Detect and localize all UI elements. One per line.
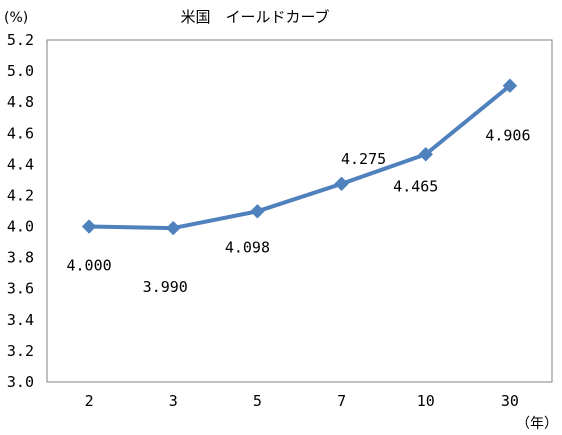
y-tick-label: 3.4 <box>7 311 34 329</box>
data-label: 3.990 <box>143 278 188 296</box>
x-axis-ticks: 2 3 5 7 10 30 <box>85 392 519 410</box>
data-point-marker <box>250 204 265 219</box>
y-tick-label: 4.0 <box>7 218 34 236</box>
series-group <box>81 78 518 236</box>
x-tick-label: 3 <box>169 392 178 410</box>
y-unit-label: (%) <box>4 10 28 26</box>
y-tick-label: 5.2 <box>7 31 34 49</box>
data-label: 4.098 <box>225 238 270 256</box>
y-tick-label: 5.0 <box>7 62 34 80</box>
data-label: 4.275 <box>341 150 386 168</box>
data-point-marker <box>166 220 181 236</box>
y-tick-label: 4.2 <box>7 186 34 204</box>
y-tick-label: 4.6 <box>7 124 34 142</box>
data-labels: 4.000 3.990 4.098 4.275 4.465 4.906 <box>67 127 531 296</box>
data-point-marker <box>334 176 349 192</box>
x-tick-label: 30 <box>501 392 519 410</box>
y-tick-label: 3.2 <box>7 342 34 360</box>
data-label: 4.906 <box>485 127 530 145</box>
y-tick-label: 3.0 <box>7 373 34 391</box>
data-point-marker <box>418 147 433 162</box>
x-tick-label: 10 <box>417 392 435 410</box>
series-line <box>89 84 512 231</box>
y-tick-label: 4.8 <box>7 93 34 111</box>
y-tick-label: 3.8 <box>7 249 34 267</box>
x-unit-label: （年） <box>516 416 558 432</box>
y-tick-label: 4.4 <box>7 155 34 173</box>
data-point-marker <box>81 219 97 234</box>
y-tick-label: 3.6 <box>7 280 34 298</box>
data-point-marker <box>502 78 518 93</box>
plot-area-border <box>46 39 553 383</box>
data-label: 4.465 <box>393 177 438 195</box>
x-tick-label: 5 <box>253 392 262 410</box>
x-tick-label: 7 <box>337 392 346 410</box>
y-axis-ticks: 3.0 3.2 3.4 3.6 3.8 4.0 4.2 4.4 4.6 4.8 5.0 5.2 <box>7 31 34 391</box>
x-tick-label: 2 <box>85 392 94 410</box>
data-label: 4.000 <box>67 257 112 275</box>
chart-title: 米国 イールドカーブ <box>180 8 329 26</box>
